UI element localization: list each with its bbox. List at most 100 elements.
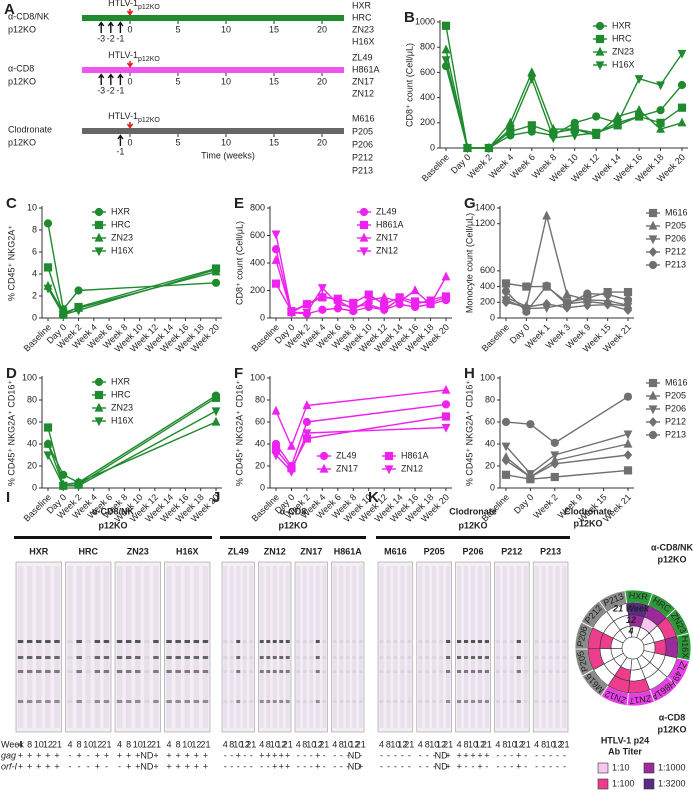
blot-band xyxy=(386,700,391,703)
orf-result: + xyxy=(176,761,181,771)
y-tick-label: 100 xyxy=(250,372,265,382)
marker xyxy=(648,235,658,245)
y-tick-label: 60 xyxy=(27,416,37,426)
blot-band xyxy=(144,656,150,659)
lane-week: 8 xyxy=(229,739,234,749)
marker xyxy=(271,405,281,415)
marker xyxy=(522,307,531,316)
lane-label: ZN23 xyxy=(127,546,149,556)
blot-strip xyxy=(548,566,553,728)
blot-band xyxy=(418,640,423,643)
blot-band xyxy=(315,670,320,673)
marker xyxy=(271,279,281,288)
marker xyxy=(623,392,633,401)
marker xyxy=(648,260,658,270)
orf-result: - xyxy=(465,761,468,771)
lane-week: 12 xyxy=(43,739,53,749)
blot-band xyxy=(400,700,405,703)
marker xyxy=(302,417,312,427)
marker xyxy=(595,61,605,71)
series-line xyxy=(531,78,554,139)
gag-result: + xyxy=(194,750,199,760)
blot-band xyxy=(400,656,405,659)
blot-band xyxy=(285,640,290,643)
blot-band xyxy=(548,700,553,703)
lane-week: 12 xyxy=(191,739,201,749)
legend-swatch xyxy=(643,778,655,790)
wheel-center xyxy=(621,636,645,660)
y-axis-label: % CD45⁺ NKG2A⁺ CD16⁺ xyxy=(6,380,16,487)
legend-label: P212 xyxy=(665,416,686,426)
blot-strip xyxy=(229,566,234,728)
blot-strip xyxy=(193,566,200,728)
lane-week: 12 xyxy=(142,739,152,749)
blot-band xyxy=(541,640,546,643)
animal-label: P205 xyxy=(352,126,373,136)
lane-label: H16X xyxy=(176,546,199,556)
marker xyxy=(441,400,451,409)
gag-result: + xyxy=(236,750,241,760)
blot-band xyxy=(315,656,320,659)
y-tick-label: 0 xyxy=(32,482,37,492)
blot-band xyxy=(339,640,344,643)
y-axis-label: % CD45⁺ NKG2A⁺ CD16⁺ xyxy=(464,380,474,487)
blot-band xyxy=(144,670,150,673)
lane-week: 8 xyxy=(339,739,344,749)
animal-label: H861A xyxy=(352,64,380,74)
blot-band xyxy=(302,670,307,673)
y-tick-label: 0 xyxy=(32,312,37,322)
blot-band xyxy=(135,656,141,659)
panel-letter: I xyxy=(6,489,10,506)
marker xyxy=(677,80,687,90)
gag-result: + xyxy=(477,750,482,760)
blot-band xyxy=(236,640,241,643)
marker xyxy=(441,56,451,66)
legend-label: ZL49 xyxy=(376,206,397,216)
marker xyxy=(550,472,559,482)
gag-result: + xyxy=(126,750,131,760)
orf-result: - xyxy=(503,761,506,771)
infection-name: HTLV-1 xyxy=(108,0,138,8)
y-axis-label: Monocyte count (Cell/μL) xyxy=(464,213,474,313)
blot-strip xyxy=(153,566,159,728)
blot-strip xyxy=(562,566,567,728)
blot-title: α-CD8/NK xyxy=(92,506,135,516)
marker xyxy=(603,290,612,299)
lane-week: 8 xyxy=(425,739,430,749)
series-line xyxy=(306,403,447,423)
series-line xyxy=(638,78,661,86)
lane-week: 4 xyxy=(223,739,228,749)
marker xyxy=(410,300,420,310)
blot-strip xyxy=(534,566,539,728)
blot-band xyxy=(285,700,290,703)
lane-week: 8 xyxy=(77,739,82,749)
series-line xyxy=(445,25,469,149)
lane-week: 12 xyxy=(240,739,250,749)
series-line xyxy=(78,410,217,487)
blot-band xyxy=(236,656,241,659)
lane-week: 12 xyxy=(397,739,407,749)
marker xyxy=(58,311,68,320)
marker xyxy=(548,123,558,133)
marker xyxy=(302,429,312,439)
blot-strip xyxy=(439,566,444,728)
blot-band xyxy=(541,700,546,703)
y-tick-label: 100 xyxy=(480,372,495,382)
blot-band xyxy=(432,640,437,643)
blot-band xyxy=(236,670,241,673)
blot-title: p12KO xyxy=(458,520,487,530)
blot-band xyxy=(562,700,567,703)
gag-result: - xyxy=(380,750,383,760)
lane-label: HRC xyxy=(79,546,99,556)
lane-week: 4 xyxy=(117,739,122,749)
gag-result: + xyxy=(185,750,190,760)
blot-strip xyxy=(502,566,507,728)
lane-week: 21 xyxy=(151,739,161,749)
blot-band xyxy=(302,700,307,703)
blot-band xyxy=(94,700,101,703)
marker xyxy=(648,417,658,427)
blot-strip xyxy=(67,566,73,728)
blot-band xyxy=(309,640,314,643)
marker xyxy=(562,289,572,299)
panel-letter: C xyxy=(6,195,17,212)
